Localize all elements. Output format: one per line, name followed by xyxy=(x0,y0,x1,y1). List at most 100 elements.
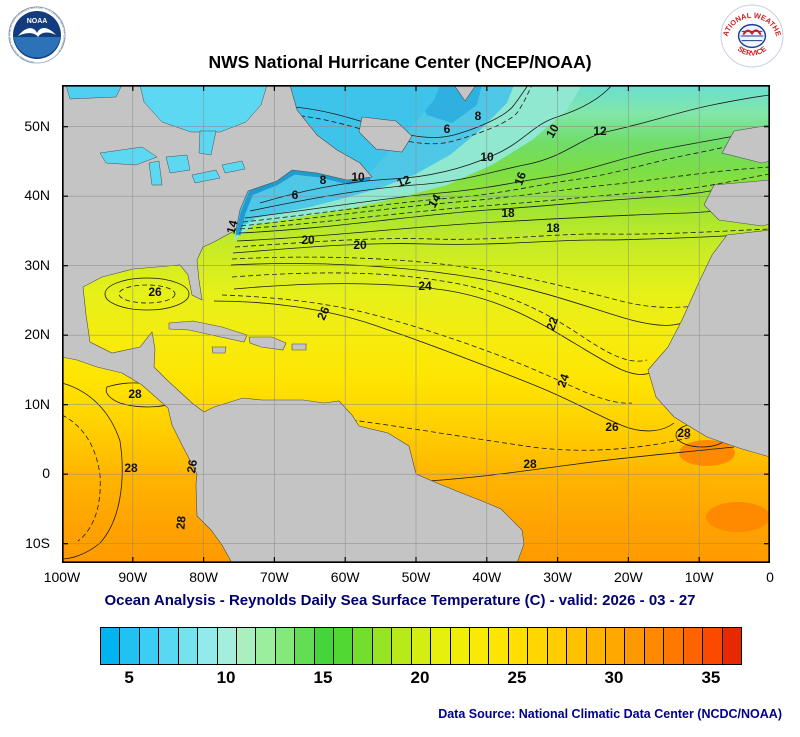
colorbar-cell xyxy=(120,628,140,664)
slope-water-ribbon xyxy=(235,169,371,236)
colorbar-cell xyxy=(295,628,315,664)
contour-lines xyxy=(61,84,771,560)
contour-label: 26 xyxy=(314,304,332,322)
land-americas xyxy=(61,84,525,564)
contour-label: 6 xyxy=(292,188,299,202)
colorbar-cell xyxy=(217,628,237,664)
colorbar-tick-label: 30 xyxy=(604,668,624,687)
colorbar-cell xyxy=(256,628,276,664)
colorbar-tick-label: 20 xyxy=(410,668,430,687)
page-title: NWS National Hurricane Center (NCEP/NOAA… xyxy=(208,52,592,72)
lat-label: 40N xyxy=(24,187,50,204)
lon-label: 100W xyxy=(43,569,81,585)
island-jamaica xyxy=(211,346,227,354)
lon-label: 60W xyxy=(330,569,360,585)
graticule xyxy=(62,85,770,563)
lon-label: 90W xyxy=(118,569,148,585)
colorbar-cell xyxy=(431,628,451,664)
colorbar-tick-label: 25 xyxy=(507,668,527,687)
nws-logo: NATIONAL WEATHER SERVICE xyxy=(720,4,784,68)
contour-label: 14 xyxy=(224,218,241,235)
colorbar-cell xyxy=(528,628,548,664)
lake-huron xyxy=(165,154,191,174)
noaa-logo: NATIONAL OCEANIC AND ATMOSPHERIC ADMINIS… xyxy=(8,6,66,64)
island-newfoundland xyxy=(358,116,413,153)
contour-label: 6 xyxy=(444,122,451,136)
lon-label: 30W xyxy=(543,569,572,585)
lat-label: 10N xyxy=(24,395,50,412)
colorbar-cell xyxy=(703,628,723,664)
colorbar-cell xyxy=(411,628,432,664)
contour-label: 20 xyxy=(353,238,367,252)
colorbar-cell xyxy=(101,628,121,664)
arctic-strip xyxy=(65,84,123,100)
contour-label: 8 xyxy=(320,173,327,187)
contour-label: 10 xyxy=(351,170,365,184)
colorbar-cell xyxy=(644,628,665,664)
contour-label: 26 xyxy=(148,285,162,299)
lat-label: 30N xyxy=(24,256,50,273)
colorbar-cell xyxy=(334,628,354,664)
colorbar-cell xyxy=(605,628,626,664)
contour-label: 18 xyxy=(501,206,515,220)
colorbar-cell xyxy=(567,628,587,664)
noaa-gull-icon xyxy=(18,27,56,37)
contour-label: 28 xyxy=(124,461,138,475)
lat-label: 0 xyxy=(42,465,50,482)
colorbar-tick-label: 5 xyxy=(124,668,134,687)
contour-label: 28 xyxy=(677,426,691,440)
lat-label: 10S xyxy=(25,534,50,551)
colorbar-cell xyxy=(353,628,373,664)
contour-label: 10 xyxy=(543,121,562,140)
colorbar-cell xyxy=(314,628,335,664)
noaa-logo-label: NOAA xyxy=(27,18,48,25)
colorbar xyxy=(100,627,742,665)
island-hispaniola xyxy=(248,336,287,351)
contour-label: 24 xyxy=(418,279,432,293)
colorbar-cell xyxy=(722,628,741,664)
contour-label: 26 xyxy=(184,458,200,474)
colorbar-tick-label: 10 xyxy=(216,668,236,687)
colorbar-cell xyxy=(664,628,684,664)
map-frame xyxy=(61,84,771,564)
colorbar-ticks: 5 10 15 20 25 30 35 xyxy=(100,668,740,692)
contour-label: 18 xyxy=(546,221,560,235)
contour-label: 8 xyxy=(475,109,482,123)
colorbar-cell xyxy=(489,628,509,664)
colorbar-cell xyxy=(625,628,645,664)
lat-label: 20N xyxy=(24,326,50,343)
sst-map: 6 8 10 12 10 16 6 8 10 12 14 14 18 18 20 20 24 22 26 26 24 26… xyxy=(61,84,771,564)
lon-label: 40W xyxy=(472,569,502,585)
data-source-credit: Data Source: National Climatic Data Cent… xyxy=(438,707,782,721)
contour-label: 20 xyxy=(301,233,315,247)
contour-label: 12 xyxy=(395,172,413,190)
lat-label: 50N xyxy=(24,117,50,134)
colorbar-cell xyxy=(159,628,179,664)
map-subtitle: Ocean Analysis - Reynolds Daily Sea Surf… xyxy=(104,592,696,609)
contour-label: 12 xyxy=(593,124,607,138)
colorbar-cell xyxy=(275,628,296,664)
lon-label: 70W xyxy=(259,569,289,585)
lake-michigan xyxy=(148,160,163,186)
colorbar-cell xyxy=(450,628,471,664)
colorbar-cell xyxy=(470,628,490,664)
island-puerto-rico xyxy=(291,343,307,351)
contour-label: 10 xyxy=(480,150,494,164)
contour-label: 28 xyxy=(173,515,188,530)
lon-label: 50W xyxy=(401,569,431,585)
contour-label: 22 xyxy=(543,315,561,333)
lake-erie xyxy=(191,169,221,184)
lon-label: 80W xyxy=(189,569,218,585)
lake-ontario xyxy=(221,160,246,174)
land-masses xyxy=(61,84,771,564)
colorbar-cell xyxy=(547,628,568,664)
contour-label: 14 xyxy=(425,191,444,210)
lon-label: 10W xyxy=(684,569,714,585)
lat-axis: 50N 40N 30N 20N 10N 0 10S xyxy=(0,85,58,563)
contour-label: 26 xyxy=(605,420,619,434)
land-africa xyxy=(647,229,771,458)
colorbar-cell xyxy=(683,628,704,664)
lon-axis: 100W 90W 80W 70W 60W 50W 40W 30W 20W 10W 0 xyxy=(44,567,774,587)
colorbar-cell xyxy=(198,628,218,664)
